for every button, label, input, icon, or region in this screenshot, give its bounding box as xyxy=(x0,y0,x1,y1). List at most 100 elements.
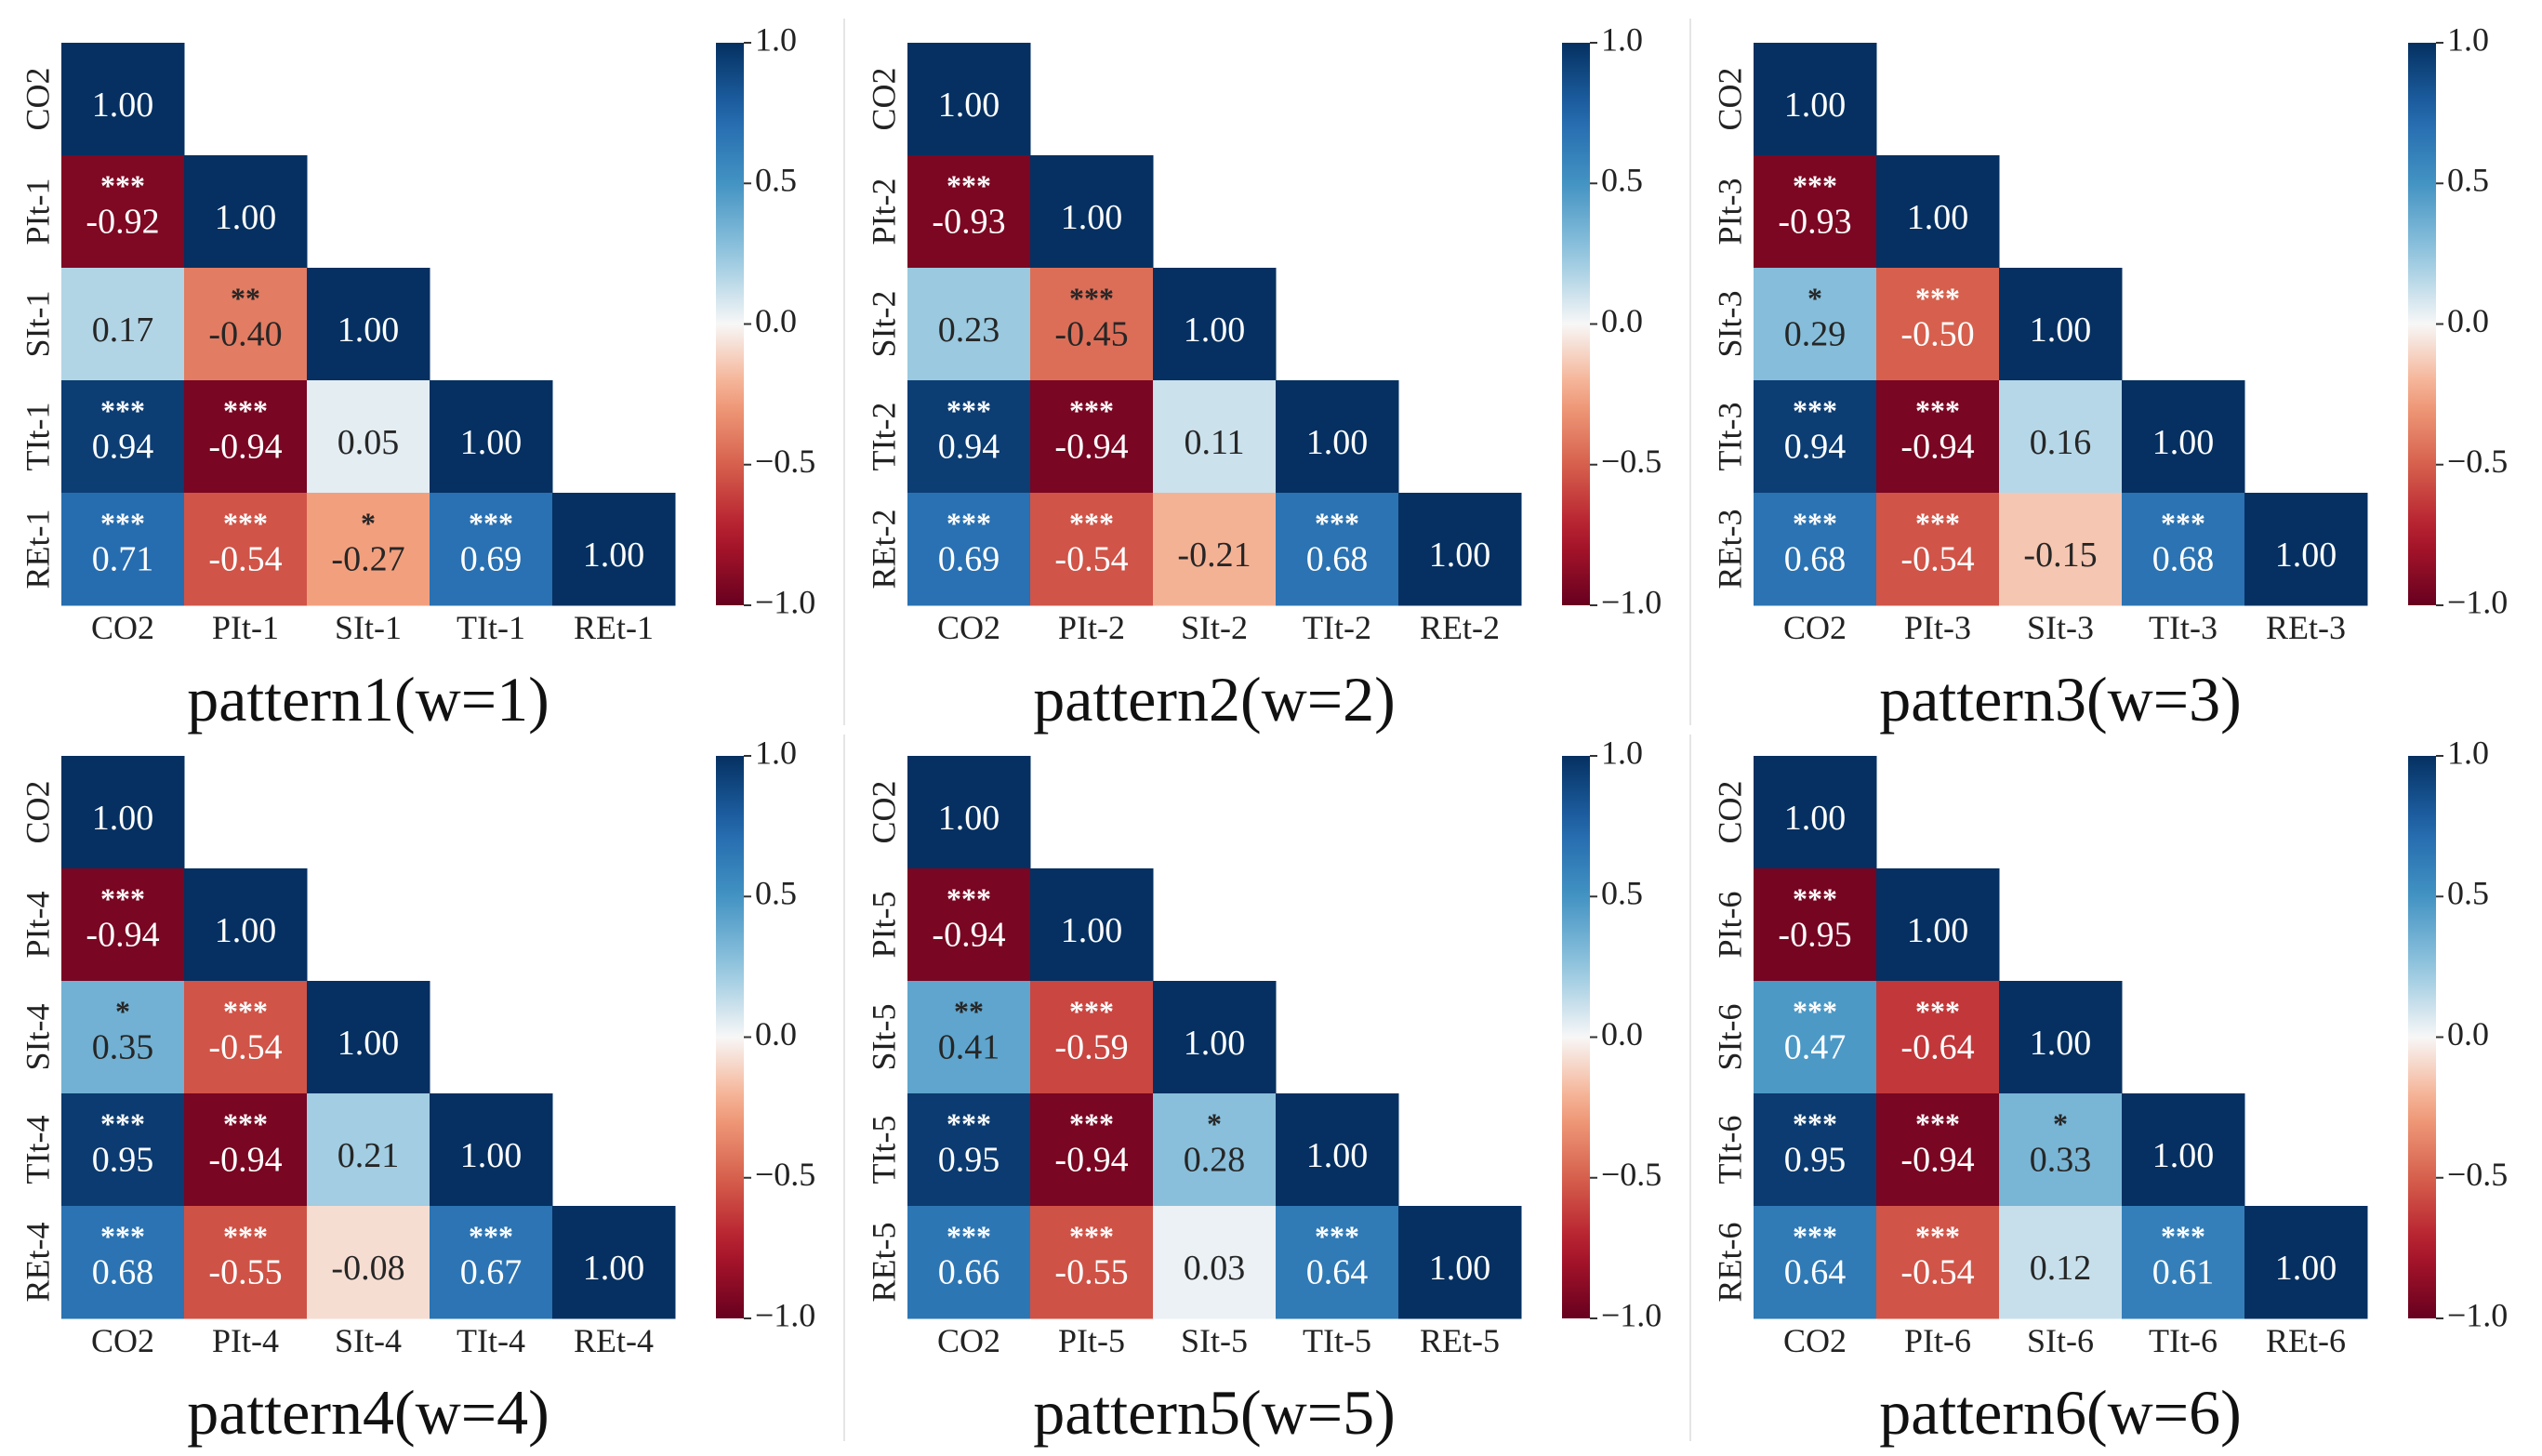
x-tick-label: REt-3 xyxy=(2266,609,2346,646)
cell-value-label: 0.68 xyxy=(2152,540,2215,579)
heatmap-cell xyxy=(184,268,308,381)
heatmap-cell xyxy=(307,1093,430,1207)
cell-value-label: -0.95 xyxy=(1778,916,1851,955)
panel-title: pattern1(w=1) xyxy=(187,664,549,735)
colorbar xyxy=(1562,756,1590,1318)
cell-value-label: 1.00 xyxy=(938,86,1000,125)
cell-value-label: 1.00 xyxy=(1306,1136,1369,1175)
cell-value-label: 0.94 xyxy=(1784,428,1847,467)
heatmap-cell xyxy=(184,1206,308,1319)
significance-stars: *** xyxy=(100,1107,145,1141)
heatmap-cell xyxy=(1276,380,1399,494)
significance-stars: *** xyxy=(100,169,145,203)
heatmap-cell xyxy=(61,868,185,982)
heatmap-cell xyxy=(907,155,1031,269)
cell-value-label: 0.71 xyxy=(92,540,154,579)
cell-value-label: 0.95 xyxy=(1784,1141,1847,1180)
x-tick-label: PIt-5 xyxy=(1058,1322,1125,1359)
y-tick-label: CO2 xyxy=(865,780,902,843)
panel-title: pattern5(w=5) xyxy=(1033,1377,1396,1448)
significance-stars: *** xyxy=(469,507,513,540)
y-tick-label: CO2 xyxy=(1711,780,1748,843)
colorbar-tick-label: −1.0 xyxy=(1601,583,1662,620)
y-tick-label: REt-5 xyxy=(865,1223,902,1303)
cell-value-label: -0.15 xyxy=(2023,536,2097,575)
x-tick-label: TIt-2 xyxy=(1303,609,1371,646)
heatmap-cell xyxy=(61,1093,185,1207)
colorbar-tick-label: 1.0 xyxy=(2447,20,2489,58)
cell-value-label: -0.45 xyxy=(1054,315,1128,354)
panel-title: pattern4(w=4) xyxy=(187,1377,549,1448)
heatmap-cell xyxy=(184,493,308,606)
heatmap-cell xyxy=(1754,268,1877,381)
heatmap-cell xyxy=(1030,981,1154,1094)
heatmap-cell xyxy=(2122,493,2245,606)
significance-stars: *** xyxy=(1069,282,1114,315)
cell-value-label: -0.27 xyxy=(331,540,404,579)
heatmap-cell xyxy=(1754,868,1877,982)
significance-stars: *** xyxy=(100,1220,145,1253)
x-tick-label: CO2 xyxy=(937,1322,1000,1359)
heatmap-cell xyxy=(430,1093,553,1207)
cell-value-label: 1.00 xyxy=(1907,198,1969,237)
significance-stars: *** xyxy=(947,169,991,203)
x-tick-label: REt-5 xyxy=(1420,1322,1500,1359)
heatmap-cell xyxy=(1153,268,1277,381)
cell-value-label: 1.00 xyxy=(2030,1024,2092,1063)
cell-value-label: 1.00 xyxy=(1429,536,1491,575)
heatmap-cell xyxy=(907,868,1031,982)
cell-value-label: -0.94 xyxy=(1900,1141,1974,1180)
significance-stars: *** xyxy=(1793,1107,1837,1141)
cell-value-label: 0.67 xyxy=(460,1253,523,1292)
cell-value-label: -0.94 xyxy=(932,916,1005,955)
heatmap-cell xyxy=(1030,493,1154,606)
significance-stars: *** xyxy=(223,394,268,428)
cell-value-label: 0.61 xyxy=(2152,1253,2215,1292)
y-tick-label: TIt-1 xyxy=(19,403,56,471)
heatmap-cell xyxy=(61,981,185,1094)
colorbar-tick-label: −1.0 xyxy=(2447,1296,2508,1333)
x-tick-label: PIt-1 xyxy=(212,609,279,646)
colorbar xyxy=(716,43,744,605)
heatmap-cell xyxy=(907,756,1031,869)
colorbar-tick-label: 1.0 xyxy=(1601,20,1643,58)
significance-stars: *** xyxy=(223,1220,268,1253)
cell-value-label: -0.94 xyxy=(86,916,159,955)
cell-value-label: -0.50 xyxy=(1900,315,1974,354)
cell-value-label: 1.00 xyxy=(1429,1249,1491,1288)
y-tick-label: SIt-5 xyxy=(865,1004,902,1071)
cell-value-label: 0.29 xyxy=(1784,315,1847,354)
heatmap-cell xyxy=(1876,268,2000,381)
cell-value-label: 0.12 xyxy=(2030,1249,2092,1288)
heatmap-cell xyxy=(907,1206,1031,1319)
significance-stars: *** xyxy=(947,1220,991,1253)
cell-value-label: 0.68 xyxy=(1306,540,1369,579)
heatmap-cell xyxy=(184,155,308,269)
heatmap-cell xyxy=(1876,380,2000,494)
x-tick-label: SIt-2 xyxy=(1181,609,1248,646)
cell-value-label: 0.21 xyxy=(338,1136,400,1175)
cell-value-label: 1.00 xyxy=(1907,911,1969,950)
heatmap-cell xyxy=(307,1206,430,1319)
cell-value-label: -0.94 xyxy=(1054,428,1128,467)
cell-value-label: 0.05 xyxy=(338,423,400,462)
colorbar xyxy=(2408,756,2436,1318)
x-tick-label: PIt-2 xyxy=(1058,609,1125,646)
cell-value-label: -0.92 xyxy=(86,203,159,242)
heatmap-cell xyxy=(1754,43,1877,156)
y-tick-label: CO2 xyxy=(1711,67,1748,130)
cell-value-label: 1.00 xyxy=(1784,86,1847,125)
cell-value-label: 0.33 xyxy=(2030,1141,2092,1180)
cell-value-label: -0.94 xyxy=(208,428,282,467)
colorbar xyxy=(716,756,744,1318)
cell-value-label: -0.94 xyxy=(1900,428,1974,467)
heatmap-cell xyxy=(1999,1093,2123,1207)
cell-value-label: -0.40 xyxy=(208,315,282,354)
heatmap-cell xyxy=(184,981,308,1094)
x-tick-label: TIt-5 xyxy=(1303,1322,1371,1359)
y-tick-label: REt-1 xyxy=(19,510,56,589)
cell-value-label: 1.00 xyxy=(460,1136,523,1175)
x-tick-label: SIt-3 xyxy=(2027,609,2094,646)
y-tick-label: SIt-4 xyxy=(19,1004,56,1071)
heatmap-cell xyxy=(1876,1093,2000,1207)
